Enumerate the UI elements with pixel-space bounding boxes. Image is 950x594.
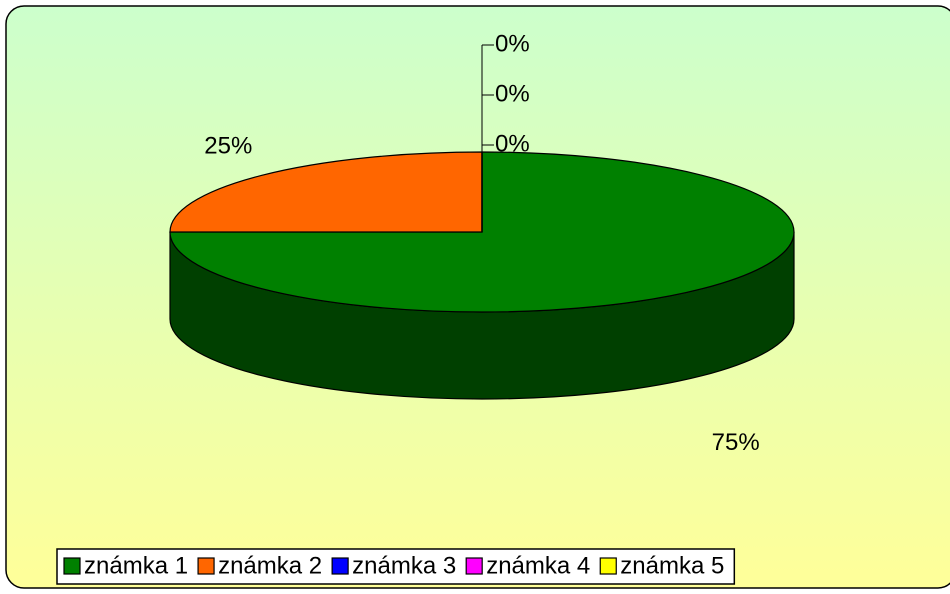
legend-label: známka 4 (486, 552, 590, 579)
data-label: 0% (495, 80, 530, 107)
legend-label: známka 1 (84, 552, 188, 579)
legend-label: známka 2 (218, 552, 322, 579)
slice (169, 151, 483, 233)
legend-label: známka 3 (352, 552, 456, 579)
legend-label: známka 5 (620, 552, 724, 579)
slice (169, 151, 795, 313)
legend-swatch (331, 557, 349, 575)
legend (56, 548, 736, 585)
data-label: 75% (712, 429, 760, 456)
legend-swatch (599, 557, 617, 575)
legend-swatch (465, 557, 483, 575)
data-label: 25% (204, 132, 252, 159)
legend-swatch (197, 557, 215, 575)
data-label: 0% (495, 130, 530, 157)
legend-swatch (63, 557, 81, 575)
data-label: 0% (495, 30, 530, 57)
